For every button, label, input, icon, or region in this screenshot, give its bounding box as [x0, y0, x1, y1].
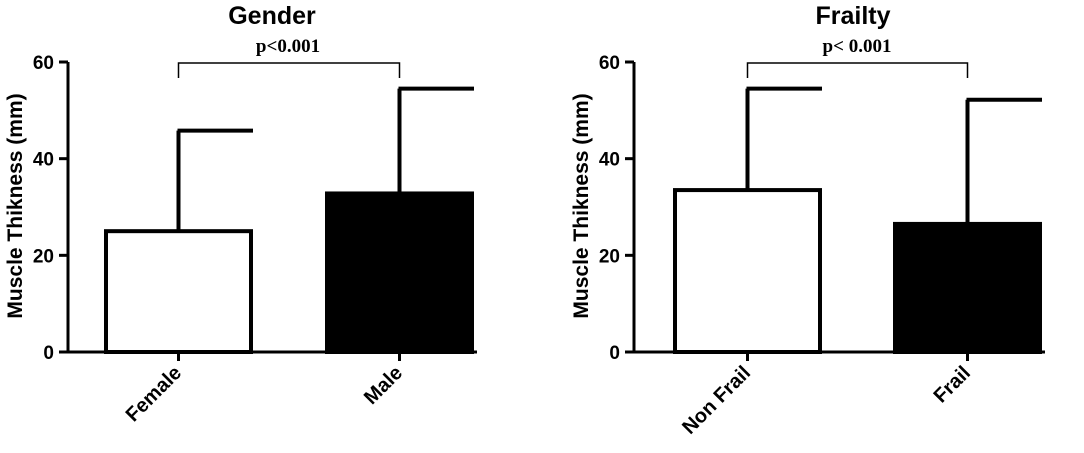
significance-bracket — [746, 62, 969, 78]
category-label: Non Frail — [678, 362, 755, 439]
chart-gender: Gender Muscle Thikness (mm) p<0.001 0 20 4… — [4, 2, 477, 426]
bar-white — [673, 188, 822, 354]
bar-black — [325, 191, 474, 354]
significance-bracket — [177, 62, 401, 78]
significance-label: p< 0.001 — [823, 36, 892, 57]
plot-area: 0 20 40 60 Female Male — [33, 53, 477, 426]
y-tick-label: 60 — [33, 53, 54, 74]
chart-title: Gender — [228, 2, 316, 30]
plot-area: 0 20 40 60 Non Frail Frail — [599, 53, 1045, 439]
y-tick-label: 60 — [599, 53, 620, 74]
category-label: Frail — [930, 362, 975, 407]
bar-black — [893, 221, 1042, 354]
category-label: Female — [122, 362, 186, 426]
y-axis-label: Muscle Thikness (mm) — [4, 93, 27, 318]
bar-white — [104, 229, 253, 355]
y-tick-label: 20 — [33, 246, 54, 267]
y-tick-label: 40 — [599, 150, 620, 171]
chart-frailty: Frailty Muscle Thikness (mm) p< 0.001 0 2… — [570, 2, 1045, 439]
chart-title: Frailty — [815, 2, 890, 30]
y-tick-label: 20 — [599, 246, 620, 267]
y-tick-label: 0 — [609, 343, 620, 364]
y-tick-label: 40 — [33, 150, 54, 171]
category-label: Male — [360, 362, 407, 409]
y-axis-label: Muscle Thikness (mm) — [570, 93, 593, 318]
significance-label: p<0.001 — [256, 36, 320, 57]
y-tick-label: 0 — [43, 343, 54, 364]
